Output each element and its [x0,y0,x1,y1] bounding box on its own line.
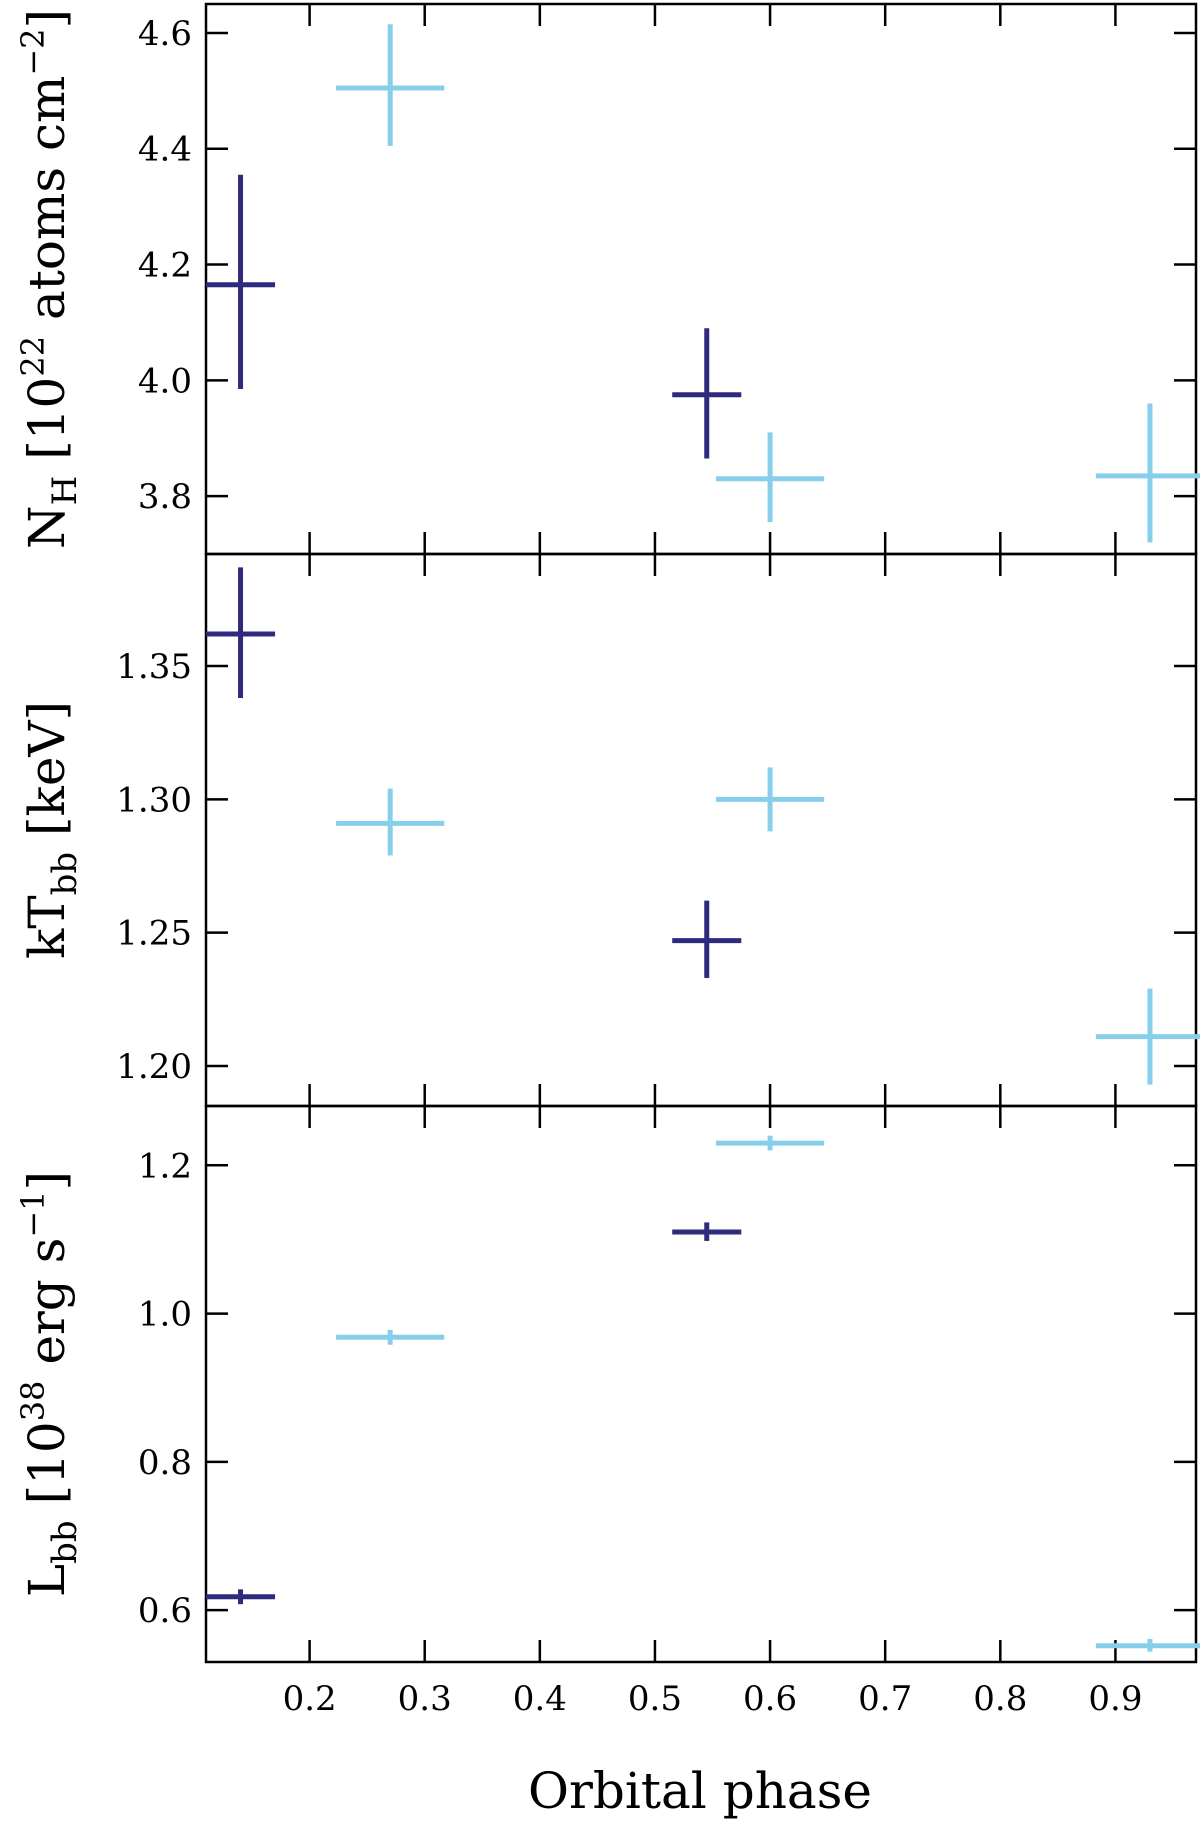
data-point [715,1135,825,1151]
data-point [336,1329,445,1345]
panel-2: 1.20 1.25 1.30 1.35 kTbb [keV] [18,552,1200,1108]
data-point [672,1222,742,1241]
panel-frame [204,1104,1198,1664]
y-tick-label: 1.30 [116,780,192,820]
y-tick-label: 3.8 [138,477,192,517]
x-axis-title: Orbital phase [528,1762,872,1820]
y-axis-title: kTbb [keV] [18,701,85,959]
y-tick-label: 1.2 [138,1146,192,1186]
panel-3: 0.6 0.8 1.0 1.2 Lbb [1038 erg s−1] 0.2 0.3 0.4 0… [14,1104,1200,1719]
x-tick-label: 0.7 [858,1679,912,1719]
x-tick-label: 0.3 [398,1679,452,1719]
data-point [336,24,445,146]
data-point [336,788,445,856]
x-tick-label: 0.9 [1088,1679,1142,1719]
y-tick-label: 1.20 [116,1047,192,1087]
y-tick-label: 0.8 [138,1443,192,1483]
data-point [672,328,742,459]
y-tick-label: 0.6 [138,1591,192,1631]
y-tick-label: 4.4 [138,130,192,170]
y-tick-label: 4.0 [138,361,192,401]
data-point [206,174,276,389]
data-point [715,767,825,832]
panel-frame [204,552,1198,1108]
x-tick-label: 0.6 [743,1679,797,1719]
data-point [1095,1639,1200,1652]
x-tick-label: 0.2 [283,1679,337,1719]
panel-1: 3.8 4.0 4.2 4.4 4.6 NH [1022 atoms cm−2] [14,2,1200,556]
x-tick-label: 0.8 [973,1679,1027,1719]
y-tick-label: 1.35 [116,647,192,687]
data-point [1095,403,1200,543]
data-point [206,567,276,698]
y-tick-label: 4.6 [138,14,192,54]
data-point [206,1589,276,1605]
panels: 3.84.04.24.44.6NH [1022 atoms cm−2]1.201… [14,2,1200,1719]
x-tick-label: 0.5 [628,1679,682,1719]
y-tick-label: 1.0 [138,1295,192,1335]
data-point [715,432,825,523]
data-point [1095,988,1200,1085]
x-tick-label: 0.4 [513,1679,567,1719]
y-axis-title: NH [1022 atoms cm−2] [14,9,85,549]
y-tick-label: 4.2 [138,246,192,286]
y-tick-label: 1.25 [116,914,192,954]
data-point [672,900,742,978]
y-axis-title: Lbb [1038 erg s−1] [14,1171,85,1597]
